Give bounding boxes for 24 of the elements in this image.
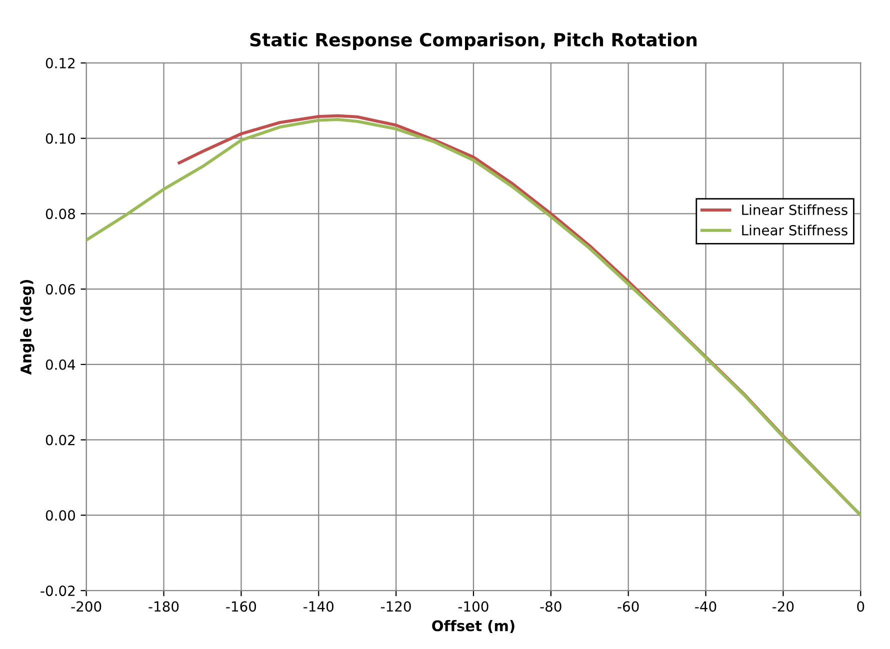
legend-label: Linear Stiffness xyxy=(742,224,848,236)
x-tick-label: -180 xyxy=(148,601,179,612)
y-tick-label: 0.10 xyxy=(46,133,75,144)
x-tick-label: -80 xyxy=(540,601,562,612)
x-tick-label: -40 xyxy=(695,601,716,612)
x-tick-label: -60 xyxy=(618,601,639,612)
x-axis-title: Offset (m) xyxy=(432,620,514,634)
x-tick-label: 0 xyxy=(857,601,864,612)
legend-label: Linear Stiffness xyxy=(742,204,848,216)
y-tick-label: 0.00 xyxy=(46,510,75,521)
y-tick-label: 0.04 xyxy=(46,359,76,370)
y-tick-label: 0.08 xyxy=(46,208,75,220)
y-axis-title: Angle (deg) xyxy=(20,280,34,375)
chart-title: Static Response Comparison, Pitch Rotation xyxy=(250,32,697,50)
x-tick-label: -200 xyxy=(71,601,102,612)
y-tick-label: -0.02 xyxy=(40,586,75,596)
y-tick-label: 0.06 xyxy=(46,284,76,295)
y-tick-label: 0.12 xyxy=(46,58,75,68)
x-tick-label: -160 xyxy=(226,601,256,612)
x-tick-label: -120 xyxy=(380,601,411,612)
x-tick-label: -140 xyxy=(304,601,334,612)
x-tick-label: -100 xyxy=(458,601,488,612)
x-tick-label: -20 xyxy=(772,601,794,612)
y-tick-label: 0.02 xyxy=(46,434,75,446)
